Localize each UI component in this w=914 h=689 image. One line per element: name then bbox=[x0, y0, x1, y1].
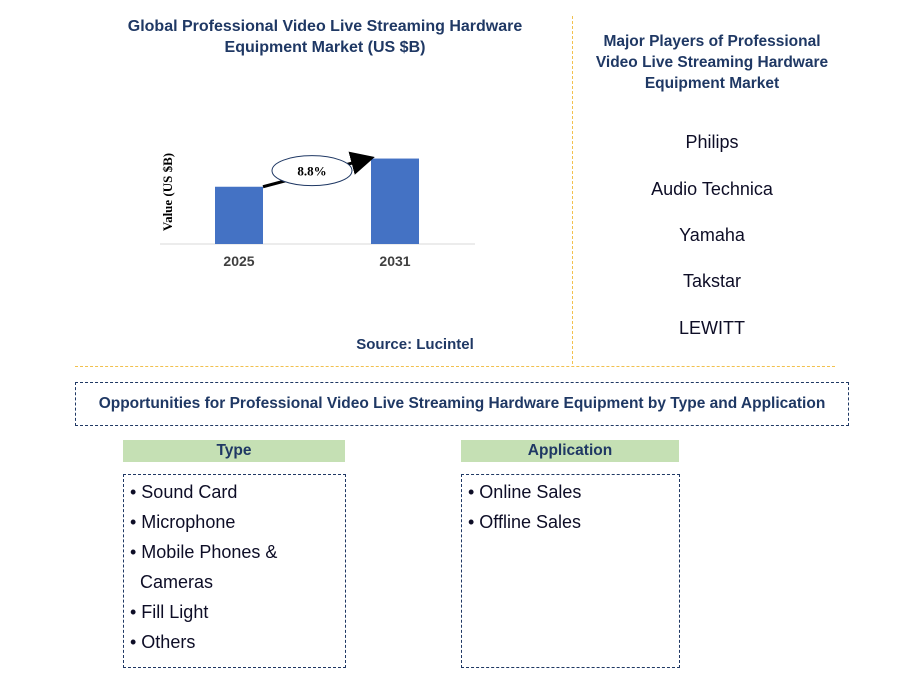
type-list: • Sound Card • Microphone • Mobile Phone… bbox=[123, 474, 346, 668]
chart-title-line1: Global Professional Video Live Streaming… bbox=[127, 18, 523, 35]
vertical-divider bbox=[572, 16, 573, 364]
players-title-line3: Equipment Market bbox=[644, 75, 780, 92]
type-header: Type bbox=[123, 440, 345, 462]
x-tick-label-2031: 2031 bbox=[379, 253, 410, 269]
player-yamaha: Yamaha bbox=[679, 225, 745, 245]
x-tick-label-2025: 2025 bbox=[223, 253, 254, 269]
type-item-fill-light: • Fill Light bbox=[130, 602, 209, 622]
type-item-mobile-phones-cameras: • Mobile Phones & Cameras bbox=[130, 542, 278, 592]
opportunities-title-box: Opportunities for Professional Video Liv… bbox=[75, 382, 849, 426]
application-header: Application bbox=[461, 440, 679, 462]
bar-2031 bbox=[371, 158, 419, 244]
opportunities-title: Opportunities for Professional Video Liv… bbox=[98, 395, 826, 412]
bar-chart: Value (US $B) 2025 2031 8.8% bbox=[160, 151, 475, 269]
players-title: Major Players of Professional Video Live… bbox=[580, 31, 844, 94]
bar-2025 bbox=[215, 186, 263, 244]
type-item-others: • Others bbox=[130, 632, 196, 652]
type-item-sound-card: • Sound Card bbox=[130, 482, 238, 502]
players-title-line1: Major Players of Professional bbox=[603, 33, 821, 50]
chart-title: Global Professional Video Live Streaming… bbox=[95, 16, 555, 58]
players-title-line2: Video Live Streaming Hardware bbox=[595, 54, 829, 71]
horizontal-divider bbox=[75, 366, 835, 367]
application-item-offline-sales: • Offline Sales bbox=[468, 512, 582, 532]
source-note: Source: Lucintel bbox=[356, 336, 474, 353]
player-philips: Philips bbox=[685, 132, 739, 152]
application-item-online-sales: • Online Sales bbox=[468, 482, 582, 502]
chart-title-line2: Equipment Market (US $B) bbox=[224, 39, 426, 56]
player-audio-technica: Audio Technica bbox=[651, 179, 773, 199]
player-takstar: Takstar bbox=[682, 271, 742, 291]
type-item-microphone: • Microphone bbox=[130, 512, 236, 532]
application-list: • Online Sales • Offline Sales bbox=[461, 474, 680, 668]
cagr-ellipse bbox=[271, 155, 353, 187]
player-lewitt: LEWITT bbox=[679, 318, 745, 338]
y-axis-label: Value (US $B) bbox=[160, 153, 175, 231]
cagr-label: 8.8% bbox=[297, 164, 326, 179]
